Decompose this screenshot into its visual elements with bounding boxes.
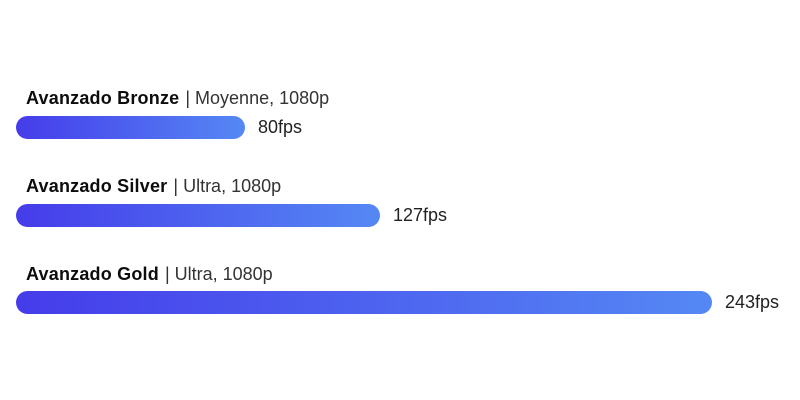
fps-value: 243fps — [725, 292, 780, 313]
tier-name: Avanzado Gold — [26, 263, 159, 284]
settings-label: | Ultra, 1080p — [164, 263, 273, 284]
benchmark-label: Avanzado Bronze | Moyenne, 1080p — [26, 88, 800, 109]
benchmark-row-bronze: Avanzado Bronze | Moyenne, 1080p 80fps — [16, 88, 800, 139]
fps-bar — [16, 291, 712, 315]
fps-value: 80fps — [258, 116, 303, 137]
tier-name: Avanzado Bronze — [26, 88, 180, 108]
benchmark-label: Avanzado Silver | Ultra, 1080p — [26, 175, 800, 197]
benchmark-label: Avanzado Gold | Ultra, 1080p — [26, 263, 800, 285]
benchmark-row-silver: Avanzado Silver | Ultra, 1080p 127fps — [16, 175, 800, 227]
fps-bar — [16, 115, 245, 139]
benchmark-row-gold: Avanzado Gold | Ultra, 1080p 243fps — [16, 263, 800, 315]
settings-label: | Moyenne, 1080p — [185, 88, 330, 108]
tier-name: Avanzado Silver — [26, 175, 168, 196]
fps-bar — [16, 203, 380, 227]
bar-row: 127fps — [16, 203, 800, 227]
bar-row: 80fps — [16, 115, 800, 139]
settings-label: | Ultra, 1080p — [173, 175, 282, 196]
bar-row: 243fps — [16, 291, 800, 315]
fps-value: 127fps — [393, 204, 448, 225]
